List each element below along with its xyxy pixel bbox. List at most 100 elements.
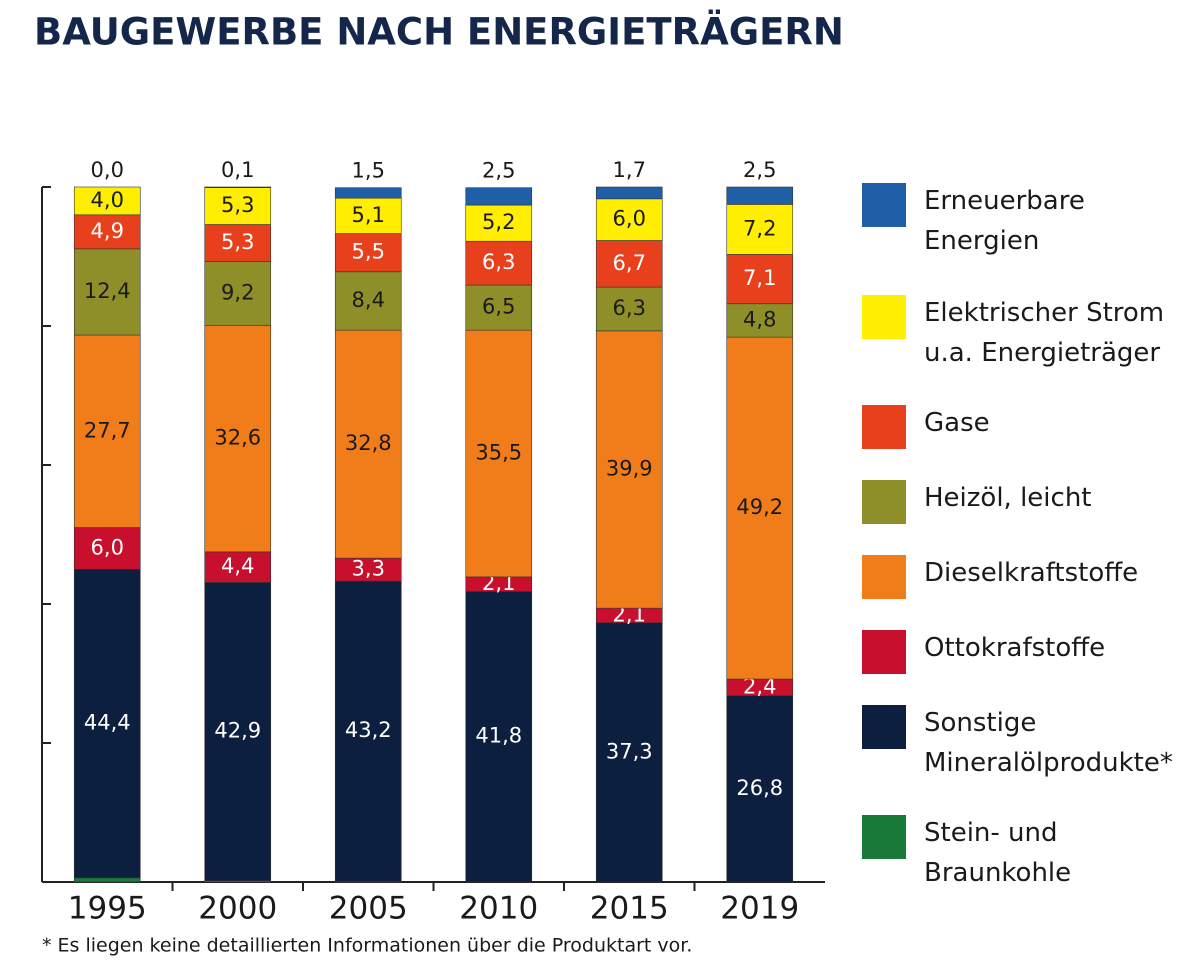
legend-swatch — [862, 405, 906, 449]
bar-segment — [73, 334, 141, 528]
value-label: 5,1 — [352, 203, 385, 227]
value-label: 42,9 — [214, 719, 261, 743]
value-label: 49,2 — [736, 495, 783, 519]
bar-segment — [334, 329, 402, 559]
bar-segment — [465, 187, 533, 206]
value-label: 44,4 — [84, 711, 131, 735]
bar-segment — [204, 325, 272, 553]
legend-swatch — [862, 705, 906, 749]
bar-segment — [726, 204, 794, 255]
value-label: 4,0 — [91, 188, 124, 212]
x-tick-label: 2019 — [720, 891, 799, 927]
legend-swatch — [862, 555, 906, 599]
value-label: 6,5 — [482, 295, 515, 319]
x-tick-label: 2010 — [459, 891, 538, 927]
value-label: 26,8 — [736, 776, 783, 800]
legend-label: Stein- und Braunkohle — [924, 818, 1072, 888]
bar-segment — [595, 186, 663, 200]
bar-segment — [73, 877, 141, 883]
value-label: 1,5 — [352, 159, 385, 183]
bar-segment — [204, 186, 272, 188]
legend-swatch — [862, 295, 906, 339]
legend-swatch — [862, 815, 906, 859]
bar-segment — [73, 568, 141, 879]
x-tick-label: 1995 — [68, 891, 147, 927]
value-label: 6,7 — [613, 251, 646, 275]
bar-segment — [595, 330, 663, 609]
value-label: 6,3 — [613, 296, 646, 320]
legend-item: Elektrischer Strom u.a. Energieträger — [862, 295, 1194, 373]
legend-item: Stein- und Braunkohle — [862, 815, 1194, 893]
x-tick-label: 2015 — [590, 891, 669, 927]
legend-label: Sonstige Mineralölprodukte* — [924, 708, 1173, 778]
legend-swatch — [862, 480, 906, 524]
value-label: 7,1 — [743, 266, 776, 290]
bar-segment — [465, 329, 533, 578]
bar-segment — [334, 271, 402, 331]
value-label: 2,5 — [482, 159, 515, 183]
bar-segment — [595, 198, 663, 241]
value-label: 7,2 — [743, 216, 776, 240]
value-label: 0,0 — [91, 158, 124, 182]
value-label: 3,3 — [352, 557, 385, 581]
legend-swatch — [862, 630, 906, 674]
value-label: 6,0 — [91, 535, 124, 559]
bar-segment — [595, 286, 663, 332]
value-label: 37,3 — [606, 739, 653, 763]
value-label: 9,2 — [221, 280, 254, 304]
bar-segment — [204, 582, 272, 881]
value-label: 5,3 — [221, 230, 254, 254]
value-label: 5,3 — [221, 193, 254, 217]
value-label: 4,9 — [91, 219, 124, 243]
bar-segment — [465, 284, 533, 331]
value-label: 0,1 — [221, 158, 254, 182]
value-label: 5,2 — [482, 210, 515, 234]
value-label: 4,8 — [743, 307, 776, 331]
value-label: 5,5 — [352, 240, 385, 264]
legend-item: Sonstige Mineralölprodukte* — [862, 705, 1194, 783]
bar-segment — [73, 214, 141, 250]
bar-segment — [334, 580, 402, 882]
legend-label: Gase — [924, 408, 990, 438]
legend-label: Dieselkraftstoffe — [924, 558, 1139, 588]
bar-segment — [204, 551, 272, 583]
bar-segment — [73, 248, 141, 336]
value-label: 39,9 — [606, 457, 653, 481]
bar-segment — [726, 695, 794, 883]
value-label: 8,4 — [352, 288, 385, 312]
legend-label: Elektrischer Strom u.a. Energieträger — [924, 298, 1165, 368]
bar-segment — [73, 186, 141, 216]
bar-segment — [595, 240, 663, 288]
value-label: 6,3 — [482, 250, 515, 274]
legend-item: Gase — [862, 405, 1194, 449]
bar-segment — [726, 303, 794, 338]
bar-segment — [465, 240, 533, 286]
legend-label: Ottokrafstoffe — [924, 633, 1106, 663]
value-label: 32,8 — [345, 431, 392, 455]
legend-swatch — [862, 183, 906, 227]
x-tick-label: 2005 — [329, 891, 408, 927]
bar-segment — [465, 204, 533, 242]
legend-item: Erneuerbare Energien — [862, 183, 1194, 261]
bar-segment — [595, 622, 663, 883]
legend-item: Dieselkraftstoffe — [862, 555, 1194, 599]
value-label: 27,7 — [84, 418, 131, 442]
legend-item: Ottokrafstoffe — [862, 630, 1194, 674]
legend-label: Erneuerbare Energien — [924, 186, 1085, 256]
legend-item: Heizöl, leicht — [862, 480, 1194, 524]
bar-segment — [334, 187, 402, 199]
footnote: * Es liegen keine detaillierten Informat… — [42, 935, 692, 957]
value-label: 43,2 — [345, 718, 392, 742]
value-label: 12,4 — [84, 279, 131, 303]
value-label: 2,5 — [743, 158, 776, 182]
bar-segment — [726, 336, 794, 680]
value-label: 35,5 — [475, 441, 522, 465]
value-label: 6,0 — [613, 207, 646, 231]
x-tick-label: 2000 — [198, 891, 277, 927]
value-label: 41,8 — [475, 724, 522, 748]
bar-segment — [465, 591, 533, 883]
value-label: 1,7 — [613, 158, 646, 182]
chart-title: BAUGEWERBE NACH ENERGIETRÄGERN — [34, 10, 844, 54]
